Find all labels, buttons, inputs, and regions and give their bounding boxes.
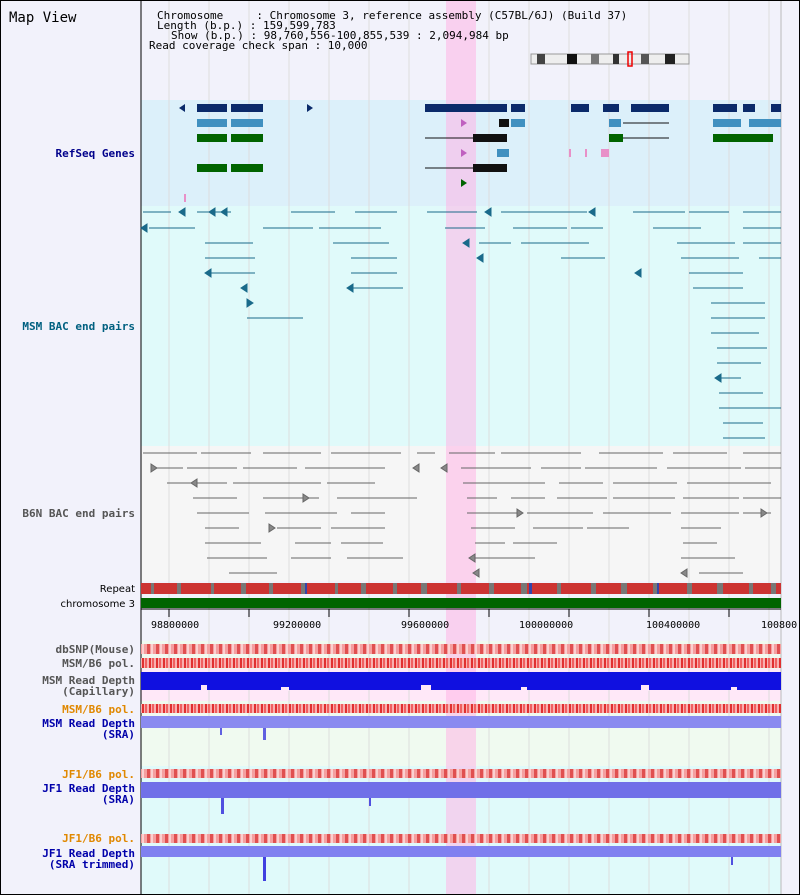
msm-depth-cap-line1: MSM Read Depth — [42, 674, 135, 687]
axis-tick-3: 99600000 — [401, 620, 450, 631]
axis-tick-6: 100800 — [761, 620, 798, 631]
jf1-depth-1-line1: JF1 Read Depth — [42, 782, 135, 795]
msm-pol-sra-label[interactable]: MSM/B6 pol. — [62, 703, 135, 716]
jf1-depth-2-line1: JF1 Read Depth — [42, 847, 135, 860]
msm-depth-cap-line2: (Capillary) — [62, 685, 135, 698]
chromosome-label: chromosome 3 — [60, 599, 135, 610]
jf1-pol-label-2[interactable]: JF1/B6 pol. — [62, 832, 135, 845]
b6n-bac-label[interactable]: B6N BAC end pairs — [22, 507, 135, 520]
info-length: Length (b.p.) : 159,599,783 — [157, 19, 336, 32]
msm-depth-sra-line1: MSM Read Depth — [42, 717, 135, 730]
info-chromosome: Chromosome : Chromosome 3, reference ass… — [157, 9, 628, 22]
info-read-span: Read coverage check span : 10,000 — [149, 39, 368, 52]
msm-depth-cap-label[interactable]: MSM Read Depth (Capillary) — [5, 675, 135, 697]
map-view-title: Map View — [9, 10, 77, 26]
axis-tick-2: 99200000 — [273, 620, 322, 631]
jf1-depth-label-2[interactable]: JF1 Read Depth (SRA trimmed) — [5, 848, 135, 870]
info-block: Chromosome : Chromosome 3, reference ass… — [149, 9, 628, 52]
refseq-genes-label[interactable]: RefSeq Genes — [55, 147, 135, 160]
msm-depth-sra-label[interactable]: MSM Read Depth (SRA) — [5, 718, 135, 740]
dbsnp-label[interactable]: dbSNP(Mouse) — [55, 643, 135, 656]
info-show: Show (b.p.) : 98,760,556-100,855,539 : 2… — [171, 29, 509, 42]
jf1-depth-2-line2: (SRA trimmed) — [48, 858, 135, 871]
msm-pol-label[interactable]: MSM/B6 pol. — [62, 657, 135, 670]
axis-tick-5: 100400000 — [646, 620, 701, 631]
jf1-depth-label-1[interactable]: JF1 Read Depth (SRA) — [5, 783, 135, 805]
msm-bac-label[interactable]: MSM BAC end pairs — [22, 320, 135, 333]
axis-tick-1: 98800000 — [151, 620, 200, 631]
jf1-pol-label-1[interactable]: JF1/B6 pol. — [62, 768, 135, 781]
msm-depth-sra-line2: (SRA) — [101, 728, 135, 741]
repeat-label: Repeat — [99, 584, 135, 595]
axis-tick-4: 100000000 — [519, 620, 574, 631]
jf1-depth-1-line2: (SRA) — [101, 793, 135, 806]
